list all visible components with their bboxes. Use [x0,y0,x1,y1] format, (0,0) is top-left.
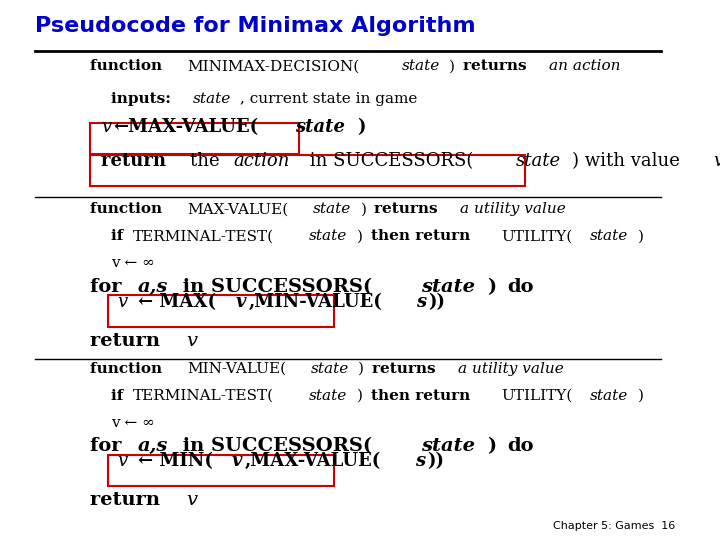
Text: UTILITY(: UTILITY( [501,230,572,244]
Text: Chapter 5: Games  16: Chapter 5: Games 16 [553,521,675,531]
Text: ← MIN(: ← MIN( [138,452,213,470]
Text: state: state [310,362,348,376]
Text: v: v [118,452,134,470]
Text: a,s: a,s [138,278,168,295]
Text: function: function [91,362,168,376]
Text: for: for [91,278,129,295]
Text: the: the [190,152,225,170]
Text: then return: then return [371,389,475,403]
Text: state: state [192,92,231,106]
Text: ,MIN-VALUE(: ,MIN-VALUE( [248,293,382,310]
Text: returns: returns [374,202,444,217]
Text: return: return [91,491,167,509]
Text: v ← ∞: v ← ∞ [112,256,156,271]
Text: ← MAX(: ← MAX( [138,293,216,310]
Text: ): ) [488,437,504,455]
Text: Pseudocode for Minimax Algorithm: Pseudocode for Minimax Algorithm [35,16,475,36]
Text: in SUCCESSORS(: in SUCCESSORS( [176,278,372,295]
Text: state: state [402,59,440,73]
Text: ): ) [357,230,368,244]
Text: state: state [294,118,345,136]
Text: ): ) [637,230,644,244]
Text: function: function [91,59,168,73]
Text: state: state [516,152,560,170]
Text: if: if [112,230,129,244]
Text: MINIMAX-DECISION(: MINIMAX-DECISION( [187,59,359,73]
Text: )): )) [428,293,445,310]
Text: state: state [590,389,628,403]
Text: for: for [91,437,129,455]
Text: state: state [590,230,628,244]
Text: ): ) [359,362,369,376]
Text: )): )) [428,452,444,470]
Text: v: v [232,452,242,470]
Text: state: state [313,202,351,217]
Text: s: s [415,452,425,470]
Text: a utility value: a utility value [460,202,566,217]
Text: ): ) [488,278,504,295]
Text: an action: an action [549,59,621,73]
Text: , current state in game: , current state in game [240,92,418,106]
Text: if: if [112,389,129,403]
Text: v: v [101,118,111,136]
Text: ) with value: ) with value [572,152,685,170]
FancyBboxPatch shape [108,295,334,327]
Text: v: v [186,332,197,349]
Text: action: action [234,152,290,170]
Text: return: return [101,152,172,170]
FancyBboxPatch shape [91,155,526,186]
Text: v: v [235,293,246,310]
Text: v: v [186,491,197,509]
Text: ): ) [357,389,368,403]
Text: a,s: a,s [138,437,168,455]
Text: MAX-VALUE(: MAX-VALUE( [187,202,288,217]
Text: do: do [508,278,534,295]
Text: ,MAX-VALUE(: ,MAX-VALUE( [245,452,381,470]
FancyBboxPatch shape [108,455,334,486]
Text: ←MAX-VALUE(: ←MAX-VALUE( [114,118,258,136]
Text: ): ) [361,202,372,217]
Text: then return: then return [371,230,475,244]
Text: v: v [714,152,720,170]
Text: inputs:: inputs: [112,92,176,106]
Text: MIN-VALUE(: MIN-VALUE( [187,362,286,376]
Text: TERMINAL-TEST(: TERMINAL-TEST( [133,230,274,244]
Text: ): ) [637,389,644,403]
Text: returns: returns [372,362,441,376]
Text: UTILITY(: UTILITY( [501,389,572,403]
Text: in SUCCESSORS(: in SUCCESSORS( [176,437,372,455]
Text: s: s [415,293,426,310]
Text: TERMINAL-TEST(: TERMINAL-TEST( [133,389,274,403]
Text: return: return [91,332,167,349]
Text: state: state [420,278,474,295]
Text: v ← ∞: v ← ∞ [112,416,156,430]
Text: state: state [310,230,348,244]
Text: function: function [91,202,168,217]
Text: a utility value: a utility value [458,362,564,376]
FancyBboxPatch shape [91,123,300,154]
Text: do: do [508,437,534,455]
Text: ): ) [449,59,460,73]
Text: returns: returns [463,59,532,73]
Text: state: state [420,437,474,455]
Text: ): ) [357,118,366,136]
Text: v: v [118,293,134,310]
Text: state: state [310,389,348,403]
Text: in SUCCESSORS(: in SUCCESSORS( [304,152,474,170]
